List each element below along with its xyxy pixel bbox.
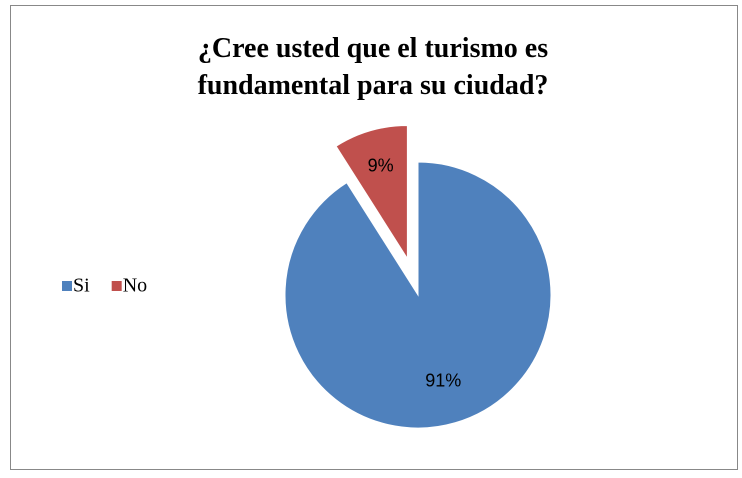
legend-swatch (62, 281, 72, 291)
pie-slice (284, 161, 552, 429)
data-label: 91% (425, 371, 461, 391)
legend-swatch (111, 281, 122, 291)
chart-border (10, 5, 738, 470)
chart-title: ¿Cree usted que el turismo es fundamenta… (197, 33, 549, 101)
pie-slice (335, 125, 408, 261)
data-label: 9% (368, 155, 394, 175)
legend-label: Si (73, 275, 90, 297)
legend-label: No (123, 275, 147, 297)
